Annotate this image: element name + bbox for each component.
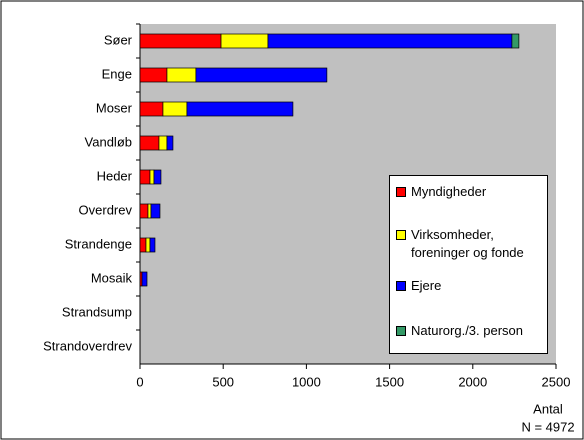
bar-segment bbox=[511, 33, 520, 49]
bar-segment bbox=[139, 33, 222, 49]
y-tick-label: Mosaik bbox=[91, 270, 133, 285]
x-tick-label: 2000 bbox=[458, 374, 487, 389]
x-tick-label: 500 bbox=[212, 374, 234, 389]
y-tick-label: Overdrev bbox=[79, 202, 133, 217]
y-tick-label: Strandsump bbox=[62, 304, 132, 319]
bar-segment bbox=[149, 169, 155, 185]
y-tick-label: Enge bbox=[102, 66, 132, 81]
legend-entry: Myndigheder bbox=[396, 183, 544, 201]
x-tick-label: 1000 bbox=[292, 374, 321, 389]
x-tick-label: 2500 bbox=[542, 374, 571, 389]
bar-segment bbox=[145, 237, 151, 253]
legend-entry: Ejere bbox=[396, 277, 544, 295]
bar-segment bbox=[149, 237, 156, 253]
legend-swatch bbox=[396, 326, 406, 336]
legend-swatch bbox=[396, 281, 406, 291]
y-tick-label: Heder bbox=[97, 168, 133, 183]
bar-segment bbox=[139, 203, 149, 219]
legend-swatch bbox=[396, 230, 406, 240]
legend-label: Naturorg./3. person bbox=[411, 323, 524, 338]
bar-segment bbox=[153, 169, 162, 185]
bar-segment bbox=[139, 67, 168, 83]
bar-segment bbox=[267, 33, 513, 49]
annotation: N = 4972 bbox=[521, 419, 574, 434]
legend-label: Myndigheder bbox=[411, 184, 487, 199]
legend-label: Virksomheder, foreninger og fonde bbox=[411, 227, 524, 260]
bar-segment bbox=[166, 67, 197, 83]
legend-swatch bbox=[396, 187, 406, 197]
x-tick-label: 0 bbox=[136, 374, 143, 389]
bar-segment bbox=[141, 271, 148, 287]
bar-segment bbox=[186, 101, 294, 117]
bar-segment bbox=[220, 33, 269, 49]
bar-segment bbox=[139, 101, 164, 117]
legend-entry: Naturorg./3. person bbox=[396, 322, 544, 340]
bar-segment bbox=[150, 203, 161, 219]
x-axis-label: Antal bbox=[533, 401, 563, 416]
bar-segment bbox=[166, 135, 174, 151]
bar-segment bbox=[162, 101, 188, 117]
bar-segment bbox=[195, 67, 328, 83]
legend-entry: Virksomheder, foreninger og fonde bbox=[396, 226, 544, 262]
bar-segment bbox=[147, 203, 152, 219]
bar-segment bbox=[158, 135, 168, 151]
bar-segment bbox=[139, 237, 147, 253]
bar-segment bbox=[139, 169, 151, 185]
x-tick-label: 1500 bbox=[375, 374, 404, 389]
y-tick-label: Strandoverdrev bbox=[43, 338, 132, 353]
y-tick-label: Vandløb bbox=[85, 134, 132, 149]
legend-label: Ejere bbox=[411, 278, 442, 293]
y-tick-label: Moser bbox=[96, 100, 133, 115]
legend: Myndigheder Virksomheder, foreninger og f… bbox=[389, 175, 548, 354]
y-tick-label: Strandenge bbox=[65, 236, 132, 251]
bar-segment bbox=[139, 135, 160, 151]
y-tick-label: Søer bbox=[104, 32, 133, 47]
